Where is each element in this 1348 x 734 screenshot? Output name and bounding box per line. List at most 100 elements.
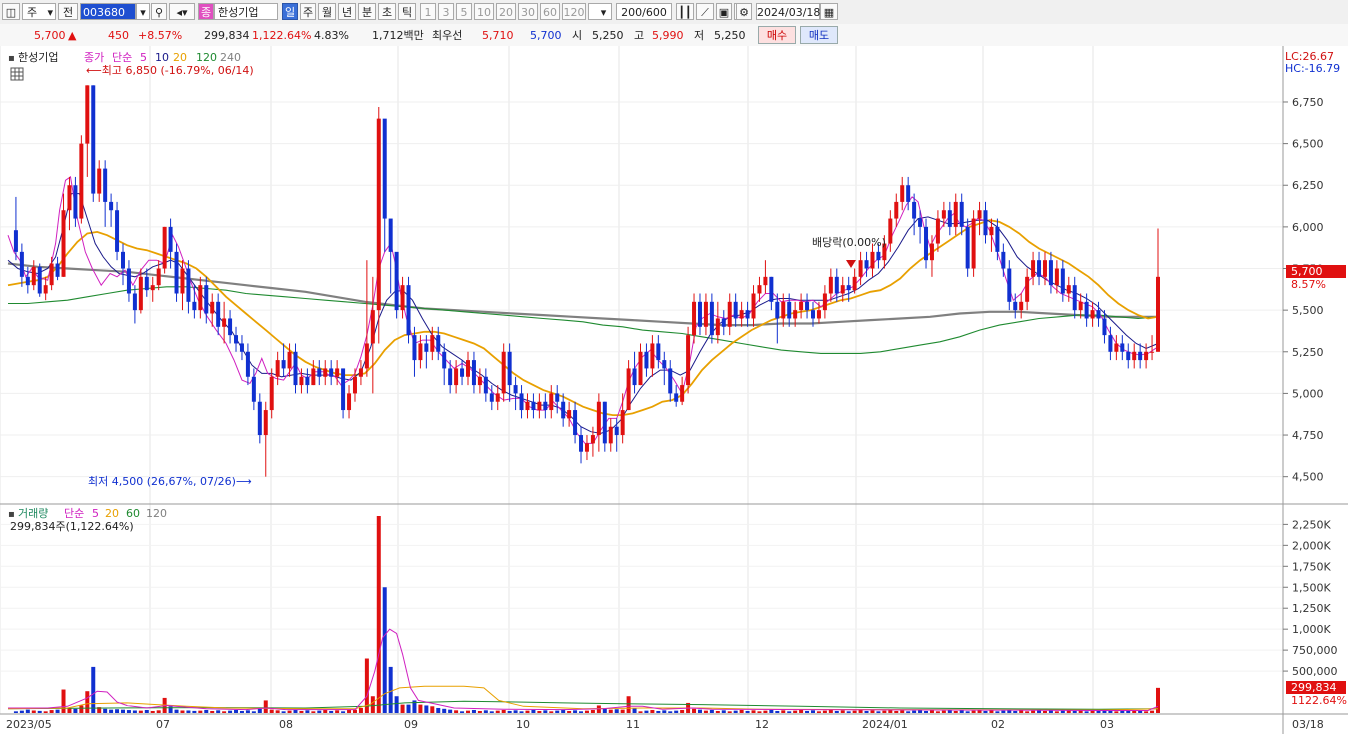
best-quote-label: 최우선 <box>432 29 463 42</box>
volume-bar <box>454 710 459 713</box>
volume-bar <box>543 710 548 713</box>
tab-second[interactable]: 초 <box>378 3 396 20</box>
candle-body <box>495 393 500 402</box>
candle-body <box>257 401 262 436</box>
volume-bar <box>489 711 494 713</box>
candle-body <box>436 335 441 352</box>
table-icon[interactable] <box>10 67 24 81</box>
volume-bar <box>1031 710 1036 713</box>
volume-bar <box>323 709 328 713</box>
candle-body <box>61 210 66 277</box>
price-change-pct: +8.57% <box>138 29 183 42</box>
stock-chart[interactable]: ▪ 한성기업 종가 단순 5 10 20 120 240 ⟵최고 6,850 (… <box>0 46 1348 734</box>
candle-body <box>632 368 637 386</box>
volume-bar <box>329 710 334 713</box>
candle-body <box>983 210 988 236</box>
volume-bar <box>662 710 667 713</box>
high-annotation-text: 최고 6,850 (-16.79%, 06/14) <box>102 64 254 77</box>
candle-body <box>180 268 185 294</box>
volume-bar <box>115 709 120 713</box>
volume-bar <box>793 710 798 713</box>
volume-bar <box>834 710 839 713</box>
line-tool-icon[interactable]: ⟋ <box>696 3 714 20</box>
arrow-left-icon: ⟵ <box>86 64 102 77</box>
candle-body <box>775 301 780 319</box>
save-icon[interactable]: ▣ <box>716 3 732 20</box>
volume-bar <box>995 711 1000 713</box>
candle-body <box>805 301 810 311</box>
volume-bar <box>477 710 482 713</box>
volume-bar <box>733 710 738 713</box>
volume-bar <box>870 710 875 713</box>
candle-body <box>1102 318 1107 336</box>
interval-120[interactable]: 120 <box>562 3 586 20</box>
candle-body <box>757 285 762 294</box>
volume-bar <box>275 710 280 713</box>
candle-body <box>323 368 328 377</box>
tab-month[interactable]: 월 <box>318 3 336 20</box>
tab-day[interactable]: 일 <box>282 3 298 20</box>
candle-body <box>709 301 714 336</box>
candle-icon[interactable]: ┃┃ <box>676 3 694 20</box>
volume-bar <box>680 709 685 713</box>
candle-body <box>864 260 869 269</box>
candle-body <box>376 118 381 311</box>
tab-tick[interactable]: 틱 <box>398 3 416 20</box>
volume-bar <box>816 711 821 713</box>
volume-bar <box>263 700 268 713</box>
sell-button[interactable]: 매도 <box>800 26 838 44</box>
candle-body <box>311 368 316 386</box>
volume-bar <box>299 710 304 713</box>
volume-bar <box>977 709 982 713</box>
tab-week[interactable]: 주 <box>300 3 316 20</box>
candle-body <box>989 226 994 236</box>
code-prefix-button[interactable]: 전 <box>58 3 78 20</box>
candle-body <box>424 343 429 352</box>
candle-body <box>727 301 732 327</box>
interval-10[interactable]: 10 <box>474 3 494 20</box>
candle-body <box>596 401 601 436</box>
candle-body <box>1060 268 1065 294</box>
interval-30[interactable]: 30 <box>518 3 538 20</box>
interval-5[interactable]: 5 <box>456 3 472 20</box>
volume-tick-label: 1,250K <box>1292 602 1331 615</box>
interval-chevron-icon[interactable]: ▾ <box>596 3 612 20</box>
gear-icon[interactable]: ⚙ <box>736 3 752 20</box>
stock-code-input[interactable]: 003680 <box>80 3 136 20</box>
candle-body <box>352 376 357 394</box>
candle-body <box>394 251 399 311</box>
volume-bar <box>697 709 702 713</box>
candle-body <box>1078 301 1083 311</box>
period-select[interactable]: 주 ▾ <box>22 3 56 20</box>
interval-3[interactable]: 3 <box>438 3 454 20</box>
volume-bar <box>67 707 72 713</box>
candle-body <box>549 393 554 411</box>
tab-year[interactable]: 년 <box>338 3 356 20</box>
interval-60[interactable]: 60 <box>540 3 560 20</box>
tab-minute[interactable]: 분 <box>358 3 376 20</box>
volume-bar <box>555 710 560 713</box>
sound-icon[interactable]: ◂▾ <box>169 3 195 20</box>
date-input[interactable]: 2024/03/18 <box>756 3 820 20</box>
volume-bar <box>674 710 679 713</box>
volume-bar <box>709 709 714 713</box>
volume-bar <box>656 710 661 713</box>
buy-button[interactable]: 매수 <box>758 26 796 44</box>
volume-ma20-line <box>7 685 1159 711</box>
candle-body <box>471 360 476 386</box>
search-icon[interactable]: ⚲ <box>151 3 167 20</box>
candle-body <box>1025 276 1030 302</box>
interval-1[interactable]: 1 <box>420 3 436 20</box>
calendar-icon[interactable]: ▦ <box>820 3 838 20</box>
candle-body <box>614 426 619 436</box>
data-count-input[interactable]: 200/600 <box>616 3 672 20</box>
candle-body <box>692 301 697 336</box>
volume-bar <box>805 710 810 713</box>
layout-icon[interactable]: ◫ <box>2 3 20 20</box>
volume-bar <box>55 709 60 713</box>
interval-20[interactable]: 20 <box>496 3 516 20</box>
high-label: 고 <box>634 29 645 42</box>
candle-body <box>287 351 292 369</box>
code-dropdown-chevron-icon[interactable]: ▾ <box>136 3 150 20</box>
volume-bar <box>579 711 584 713</box>
